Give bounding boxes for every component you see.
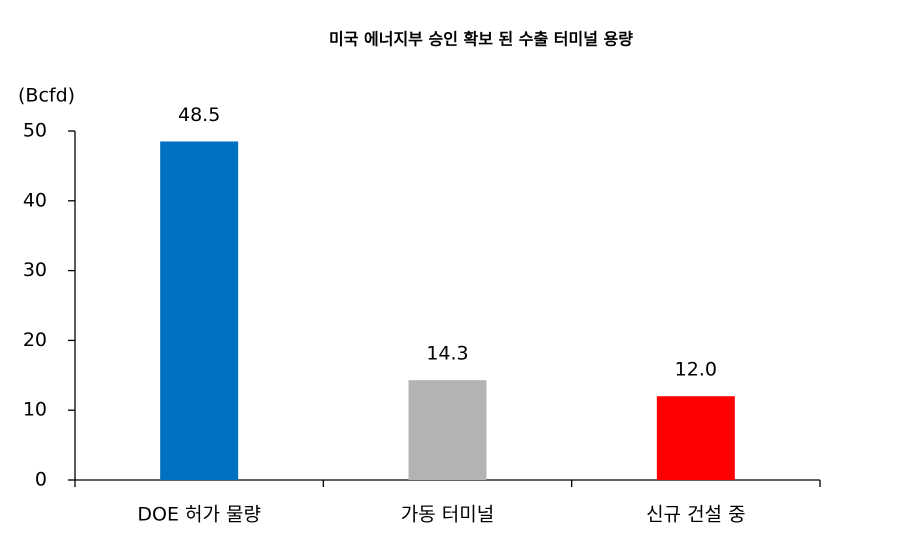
bar — [408, 380, 487, 480]
y-tick-label: 30 — [23, 259, 47, 281]
chart-title: 미국 에너지부 승인 확보 된 수출 터미널 용량 — [329, 30, 633, 49]
value-label: 12.0 — [675, 359, 717, 381]
value-label: 14.3 — [426, 343, 468, 365]
x-tick-label: 신규 건설 중 — [646, 504, 745, 526]
y-tick-label: 10 — [23, 399, 47, 421]
x-tick-label: DOE 허가 물량 — [137, 504, 261, 526]
value-label: 48.5 — [178, 104, 220, 126]
y-tick-label: 50 — [23, 120, 47, 142]
bar — [656, 396, 735, 480]
x-tick-label: 가동 터미널 — [401, 504, 494, 526]
y-tick-label: 20 — [23, 329, 47, 351]
y-axis-label: (Bcfd) — [18, 85, 75, 107]
y-tick-label: 0 — [35, 469, 47, 491]
bar — [160, 141, 239, 480]
y-tick-label: 40 — [23, 189, 47, 211]
